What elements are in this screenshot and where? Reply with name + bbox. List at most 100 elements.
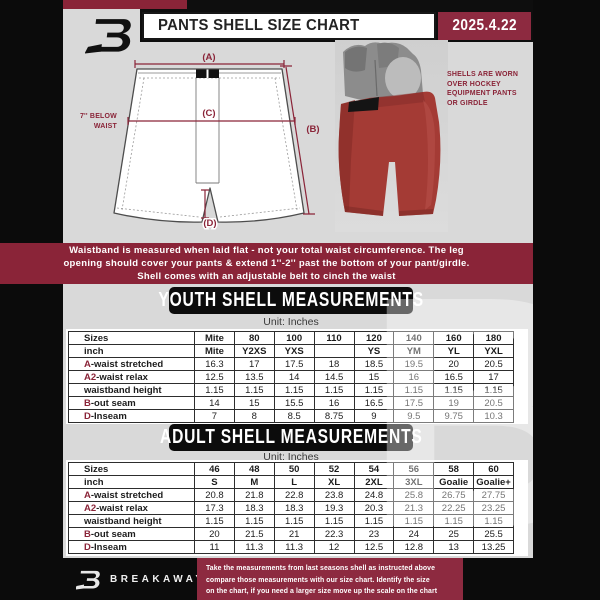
table-cell: M [233,475,275,489]
table-cell: 21.3 [393,501,435,515]
table-cell: 20.5 [473,357,514,371]
row-label: D-Inseam [68,409,195,423]
table-cell: 17.5 [273,357,315,371]
accent-strip [63,0,187,9]
row-label: A2-waist relax [68,370,195,384]
table-cell: 24 [393,527,435,541]
photo-caption-line: EQUIPMENT PANTS [447,90,517,97]
table-cell: Mite [194,344,235,358]
dim-label-a: (A) [202,52,215,63]
right-margin-bar [533,0,600,600]
table-cell: 180 [473,331,514,345]
table-cell: 15.5 [273,396,315,410]
info-banner-line: Waistband is measured when laid flat - n… [69,245,464,256]
row-label: A2-waist relax [68,501,195,515]
row-label: inch [68,344,195,358]
table-cell: 1.15 [273,383,315,397]
info-banner-line: opening should cover your pants & extend… [63,258,470,269]
row-label: B-out seam [68,527,195,541]
table-cell: 1.15 [273,514,315,528]
table-cell: 18 [313,357,355,371]
shell-waistband [348,97,379,112]
table-cell: 1.15 [393,383,435,397]
table-cell: XL [313,475,355,489]
table-cell: 22.8 [273,488,315,502]
table-cell: Goalie [433,475,475,489]
table-row: Sizes Mite 80 100 110 120 140 160 180 [68,331,514,345]
table-row: B-out seam 20 21.5 21 22.3 23 24 25 25.5 [68,527,514,541]
table-cell: 17 [473,370,514,384]
date-text: 2025.4.22 [452,17,517,34]
photo-caption-line: OR GIRDLE [447,99,488,107]
dim-label-d: (D) [203,218,216,229]
table-cell: 14 [273,370,315,384]
table-cell: 54 [353,462,395,476]
shell-shape [338,91,441,216]
shorts-outline [113,68,305,223]
date-badge: 2025.4.22 [438,12,531,40]
table-cell: 16 [313,396,355,410]
footer-note: Take the measurements from last seasons … [197,558,463,600]
brand-name: BREAKAWAY [110,573,206,585]
table-cell: 18.3 [233,501,275,515]
brand-logo-icon [74,565,101,593]
table-cell: 19.3 [313,501,355,515]
row-label: D-Inseam [68,540,195,554]
table-cell: YXL [473,344,514,358]
table-cell: 17.3 [194,501,235,515]
table-cell: 20.3 [353,501,395,515]
table-cell: 23.8 [313,488,355,502]
table-cell: Y2XS [233,344,275,358]
table-cell: 9 [353,409,395,423]
table-cell: 8.5 [273,409,315,423]
dim-label-c: (C) [202,108,215,119]
table-cell: 100 [273,331,315,345]
table-cell: 17.5 [393,396,435,410]
photo-caption-line: OVER HOCKEY [447,80,501,88]
table-cell: 11.3 [233,540,275,554]
footer-note-line: on the chart, if you need a larger size … [206,586,438,595]
info-banner-line: Shell comes with an adjustable belt to c… [137,271,396,282]
table-cell: 13.5 [233,370,275,384]
row-label: Sizes [68,462,195,476]
table-cell: 9.75 [433,409,475,423]
table-cell: YXS [273,344,315,358]
page-title: PANTS SHELL SIZE CHART [158,17,360,34]
table-cell: 17 [233,357,275,371]
table-cell: 1.15 [313,514,355,528]
table-cell: 22.3 [313,527,355,541]
table-cell: 15 [353,370,395,384]
info-banner: Waistband is measured when laid flat - n… [0,243,533,284]
table-cell: 21.8 [233,488,275,502]
youth-unit-label: Unit: Inches [263,316,319,328]
table-cell: 12.8 [393,540,435,554]
table-cell: 25.8 [393,488,435,502]
table-cell: 120 [353,331,395,345]
table-cell: 1.15 [194,514,235,528]
table-cell: 160 [433,331,475,345]
table-cell: 16.3 [194,357,235,371]
table-cell: 1.15 [473,383,514,397]
table-cell: 20 [194,527,235,541]
waist-note-line1: 7'' BELOW [80,113,117,120]
table-cell: 1.15 [353,514,395,528]
table-cell: 26.75 [433,488,475,502]
table-cell: 3XL [393,475,435,489]
table-cell: 56 [393,462,435,476]
table-cell: L [273,475,315,489]
table-row: A-waist stretched 20.8 21.8 22.8 23.8 24.8 25.… [68,488,514,502]
table-cell: 8 [233,409,275,423]
table-cell: 12.5 [353,540,395,554]
table-cell: 23.25 [473,501,514,515]
table-cell: 1.15 [194,383,235,397]
footer-note-line: compare those measurements with our size… [206,574,430,584]
table-cell: 1.15 [353,383,395,397]
row-label: waistband height [68,383,195,397]
table-cell: 16.5 [433,370,475,384]
table-cell: 52 [313,462,355,476]
table-cell: 15 [233,396,275,410]
table-cell: 80 [233,331,275,345]
row-label: B-out seam [68,396,195,410]
table-cell: 27.75 [473,488,514,502]
